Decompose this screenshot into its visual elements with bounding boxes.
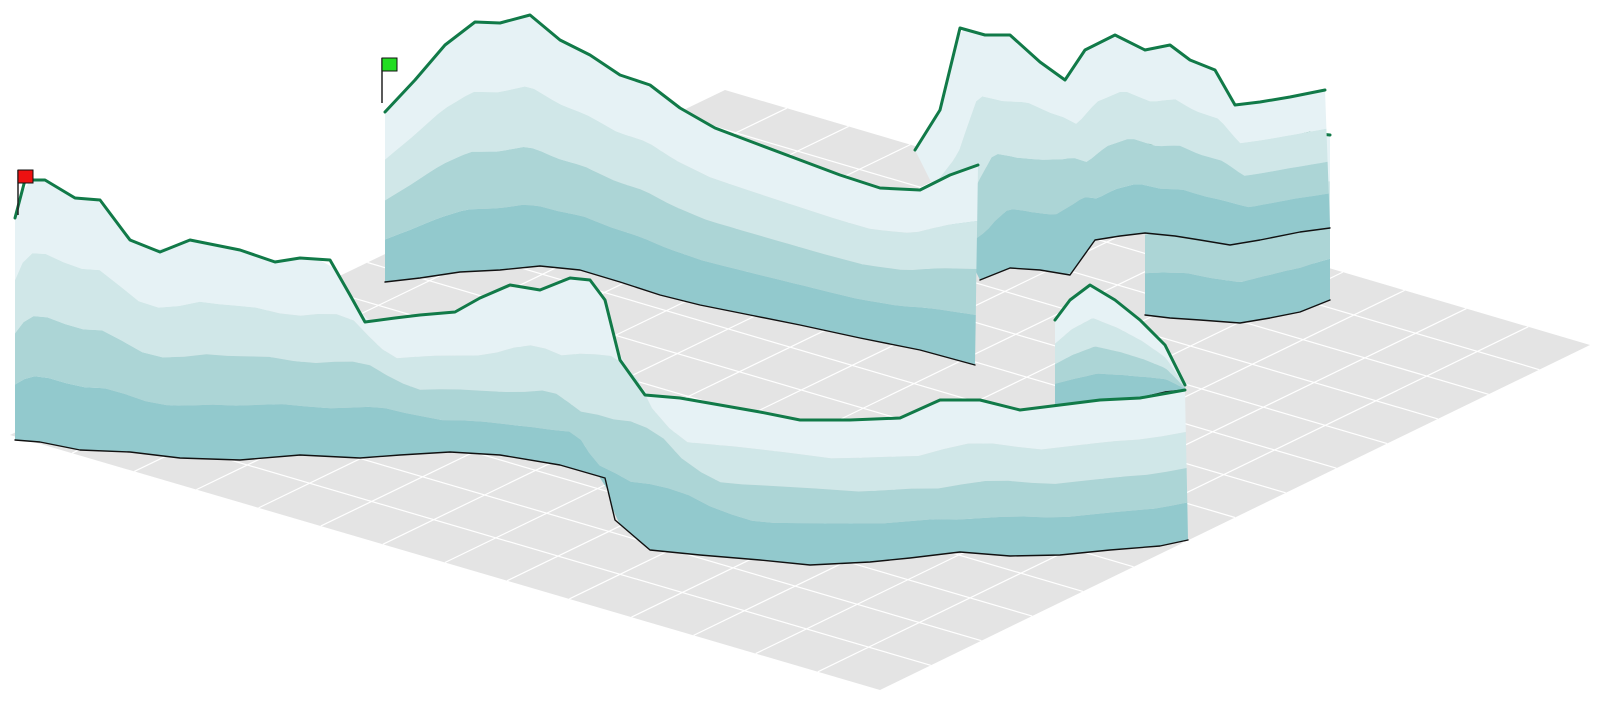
- finish-flag-icon: [17, 169, 34, 215]
- elevation-band: [1055, 318, 1185, 388]
- elevation-walls: [13, 13, 1332, 566]
- track-profile-line: [383, 13, 980, 192]
- elevation-band: [385, 147, 977, 315]
- wall-small-loop: [1053, 283, 1187, 406]
- elevation-band: [15, 253, 1187, 492]
- elevation-band: [385, 86, 978, 270]
- elevation-band: [15, 180, 1186, 459]
- wall-base-line: [1144, 299, 1331, 324]
- track-profile-line: [13, 178, 1187, 422]
- track-profile-line: [1053, 283, 1187, 387]
- elevation-band: [1055, 373, 1185, 405]
- wall-base-line: [979, 227, 1331, 281]
- flag-banner: [381, 57, 398, 72]
- wall-back-upper-right: [913, 26, 1331, 281]
- route-flags: [17, 57, 398, 215]
- wall-back-middle: [383, 13, 980, 366]
- elevation-band: [15, 316, 1188, 524]
- elevation-band: [385, 204, 976, 365]
- wall-front: [13, 178, 1189, 566]
- elevation-band: [933, 92, 1328, 218]
- grid-line: [444, 216, 1158, 564]
- wall-base-line: [14, 439, 1189, 566]
- elevation-band: [915, 29, 1327, 187]
- elevation-band: [1055, 285, 1185, 387]
- elevation-band: [1055, 346, 1185, 389]
- elevation-band: [15, 376, 1188, 565]
- wall-base-line: [384, 265, 976, 366]
- elevation-band: [1145, 258, 1330, 323]
- grid-line: [673, 114, 1540, 371]
- elevation-band: [948, 139, 1329, 248]
- elevation-band: [963, 184, 1330, 280]
- track-profile-line: [913, 26, 1327, 152]
- start-flag-icon: [381, 57, 398, 103]
- elevation-band: [385, 15, 978, 233]
- flag-banner: [17, 169, 34, 184]
